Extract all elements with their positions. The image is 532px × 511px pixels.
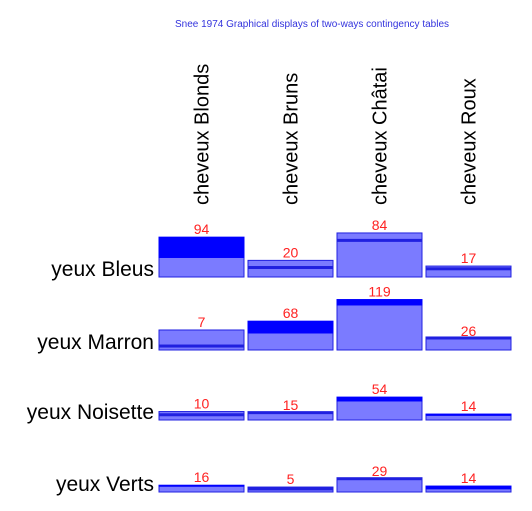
expected-bar [158,256,245,278]
value-label: 15 [283,397,299,413]
value-label: 94 [194,221,210,237]
expected-bar [247,332,334,351]
value-label: 54 [372,381,388,397]
excess-bar [336,396,423,402]
expected-bar [425,338,512,351]
observed-marker [247,487,334,491]
expected-bar [425,414,512,421]
column-label: cheveux Roux [459,78,481,205]
value-label: 17 [461,250,477,266]
value-label: 119 [368,284,391,300]
value-label: 84 [372,217,388,233]
row-label: yeux Verts [56,473,154,496]
expected-bar [336,478,423,493]
excess-bar [425,485,512,490]
value-label: 16 [194,469,210,485]
value-label: 7 [198,314,206,330]
expected-bar [158,485,245,493]
row-label: yeux Marron [37,331,154,354]
observed-marker [336,477,423,481]
value-label: 14 [461,398,477,414]
excess-bar [425,413,512,416]
column-label: cheveux Blonds [192,64,214,205]
value-label: 14 [461,470,477,486]
observed-marker [425,267,512,271]
value-label: 5 [287,471,295,487]
observed-marker [158,344,245,348]
observed-marker [336,238,423,242]
observed-marker [247,266,334,270]
row-label: yeux Noisette [27,401,154,424]
observed-marker [425,336,512,340]
excess-bar [247,320,334,334]
observed-marker [247,411,334,415]
value-label: 20 [283,244,299,260]
value-label: 29 [372,463,388,479]
excess-bar [336,299,423,306]
expected-bar [336,400,423,421]
bars [158,232,512,493]
chart-title: Snee 1974 Graphical displays of two-ways… [175,19,449,30]
observed-marker [158,413,245,417]
excess-bar [158,484,245,487]
column-label: cheveux Bruns [281,73,303,205]
expected-bar [336,304,423,351]
excess-bar [158,236,245,258]
expected-bar [425,265,512,278]
value-label: 26 [461,323,477,339]
value-labels: 94 20 84 17 7 68 119 26 10 15 54 14 16 5 29 14 [194,217,477,487]
column-label: cheveux Châtai [370,67,392,205]
row-labels: yeux Bleus yeux Marron yeux Noisette yeux V… [27,258,154,496]
value-label: 68 [283,305,299,321]
value-label: 10 [194,396,210,412]
column-labels: cheveux Blonds cheveux Bruns cheveux Châta… [192,64,481,205]
row-label: yeux Bleus [51,258,154,281]
